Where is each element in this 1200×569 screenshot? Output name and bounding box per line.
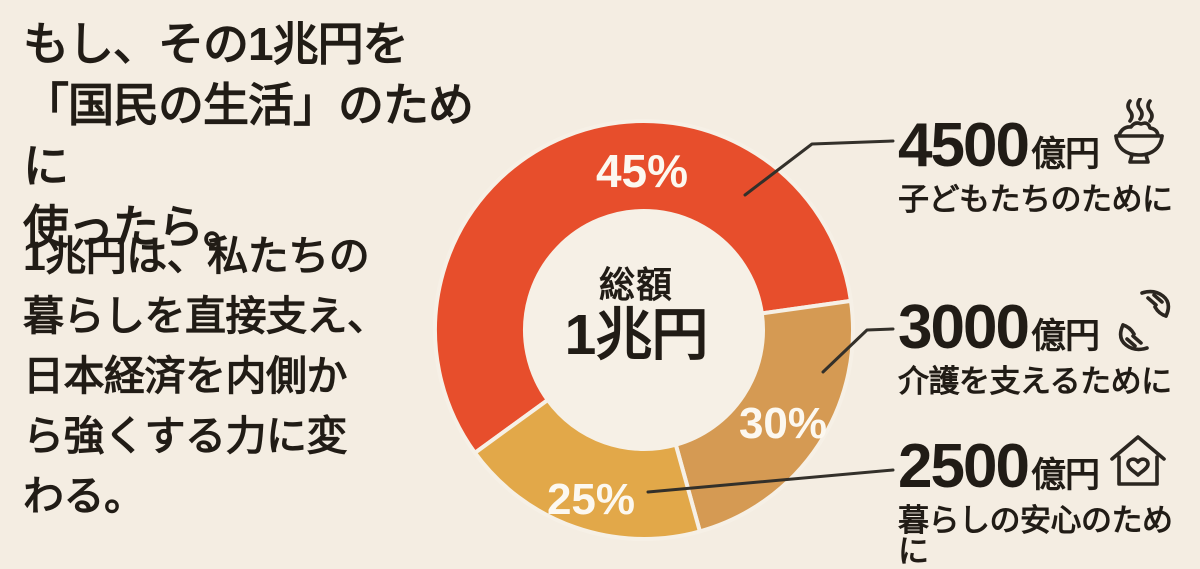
callout-line-children [743,139,895,197]
callout-amount: 4500 億円 [898,115,1173,177]
lead-paragraph: 1兆円は、私たちの 暮らしを直接支え、 日本経済を内側か ら強くする力に変 わる… [23,233,388,519]
callout-line-living [646,468,895,494]
house-heart-icon [1110,435,1166,486]
callout-label: 介護を支えるために [898,364,1172,399]
callout-living: 2500 億円 暮らしの安心のために [898,436,1200,569]
donut-center-label: 総額 [598,264,673,305]
segment-percent-label-children: 45% [595,145,689,197]
segment-percent-label-living: 25% [546,475,636,524]
amount-unit: 億円 [1030,317,1100,356]
amount-unit: 億円 [1030,135,1100,174]
caring-hands-icon [1118,289,1171,352]
headline: もし、その1兆円を 「国民の生活」のために 使ったら。 [23,18,474,253]
callout-line-care [821,327,895,374]
amount-number: 3000 [898,293,1030,362]
donut-center-text: 総額 1兆円 [516,264,756,364]
callout-care: 3000 億円 介護を支えるために [898,297,1172,399]
callout-label: 子どもたちのために [898,182,1173,217]
donut-center-disc [526,212,762,448]
amount-number: 2500 [898,432,1030,501]
callout-children: 4500 億円 子どもたちのために [898,115,1173,217]
donut-segment-1 [673,298,855,534]
intro-text-block: もし、その1兆円を 「国民の生活」のために 使ったら。 1兆円は、私たちの 暮ら… [23,14,493,519]
amount-unit: 億円 [1030,456,1100,495]
donut-segments [433,119,855,541]
callout-label: 暮らしの安心のために [898,503,1173,569]
callout-amount: 2500 億円 [898,436,1200,498]
rice-bowl-icon [1114,98,1164,164]
donut-segment-0 [433,119,853,455]
donut-center-value: 1兆円 [564,303,709,367]
callout-amount: 3000 億円 [898,297,1172,359]
donut-segment-2 [472,397,702,541]
segment-percent-label-care: 30% [738,399,828,448]
amount-number: 4500 [898,111,1030,180]
